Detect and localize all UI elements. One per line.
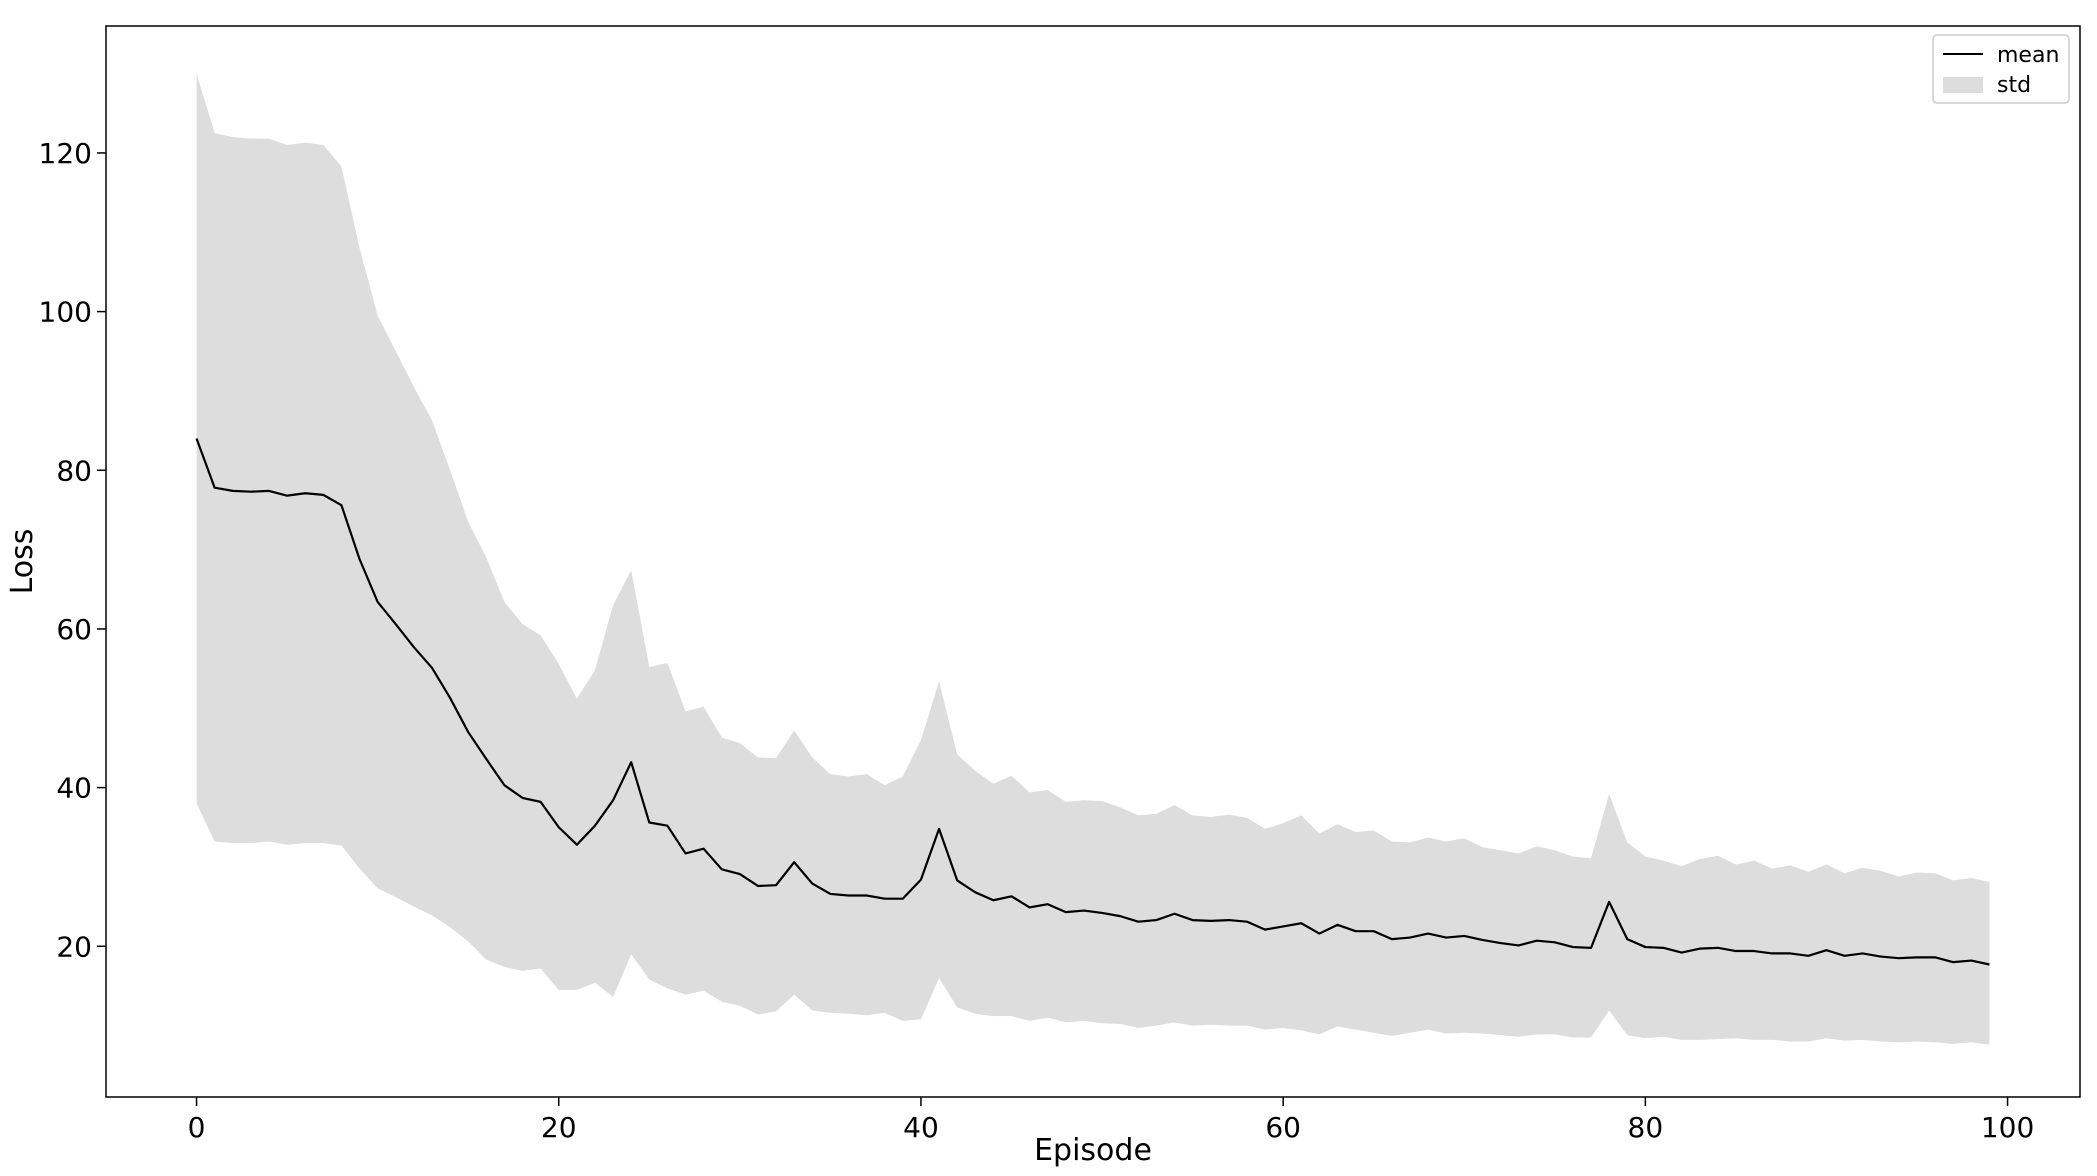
legend-std-label: std [1997, 73, 2031, 98]
std-band [196, 73, 1990, 1045]
y-tick-label: 20 [56, 930, 92, 963]
plot-area [195, 73, 1990, 1045]
y-tick-label: 120 [39, 137, 92, 170]
y-tick-label: 60 [56, 613, 92, 646]
y-tick-label: 80 [56, 454, 92, 487]
y-axis: 20 40 60 80 100 120 [39, 137, 106, 963]
x-tick-label: 60 [1265, 1111, 1301, 1144]
legend-std-swatch [1943, 77, 1983, 93]
axes-frame [105, 25, 2081, 1098]
legend-mean-label: mean [1997, 43, 2059, 68]
legend: mean std [1932, 34, 2070, 104]
x-tick-label: 20 [541, 1111, 577, 1144]
x-tick-label: 100 [1981, 1111, 2034, 1144]
x-tick-label: 40 [903, 1111, 939, 1144]
y-axis-label: Loss [5, 529, 40, 595]
x-tick-label: 0 [188, 1111, 206, 1144]
mean-line [195, 438, 1990, 966]
y-tick-label: 100 [39, 296, 92, 329]
y-tick-label: 40 [56, 772, 92, 805]
x-axis-label: Episode [1034, 1133, 1152, 1168]
x-tick-label: 80 [1628, 1111, 1664, 1144]
x-axis: 0 20 40 60 80 100 [188, 1097, 2034, 1144]
